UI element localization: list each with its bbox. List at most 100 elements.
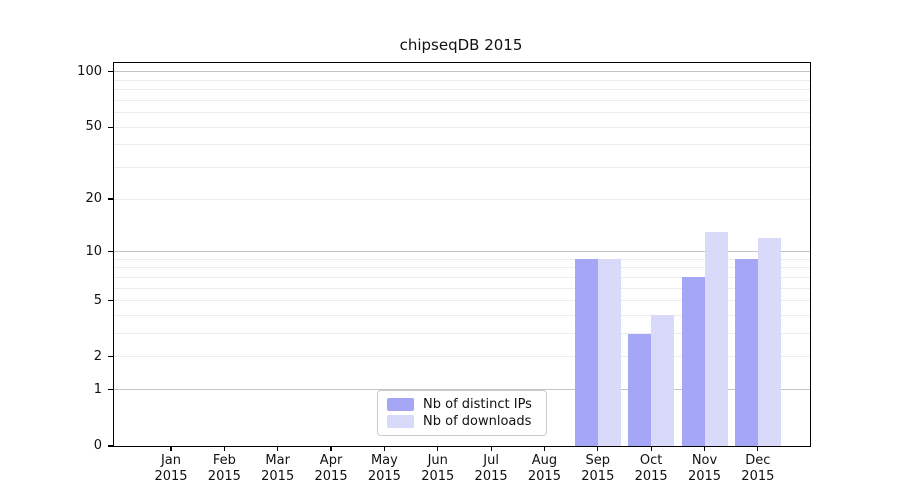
x-label-year: 2015 bbox=[154, 469, 188, 484]
minor-gridline bbox=[114, 126, 810, 128]
x-label-year: 2015 bbox=[314, 469, 348, 484]
x-axis-tick-label: Feb 2015 bbox=[192, 453, 256, 485]
bar-downloads bbox=[651, 315, 675, 446]
x-label-year: 2015 bbox=[527, 469, 561, 484]
legend-entry-distinct-ips: Nb of distinct IPs bbox=[387, 397, 537, 412]
x-label-year: 2015 bbox=[687, 469, 722, 484]
x-axis-tick-label: May 2015 bbox=[352, 453, 416, 485]
x-label-month: Feb bbox=[212, 453, 236, 468]
y-axis-tick bbox=[108, 198, 114, 200]
minor-gridline bbox=[114, 99, 810, 101]
legend-swatch-downloads bbox=[387, 415, 414, 428]
x-label-month: Jan bbox=[160, 453, 182, 468]
y-axis-tick-label: 50 bbox=[85, 119, 102, 135]
y-axis-tick bbox=[108, 389, 114, 391]
x-label-month: Aug bbox=[531, 453, 558, 468]
x-label-year: 2015 bbox=[741, 469, 775, 484]
bar-distinct-ips bbox=[681, 277, 705, 446]
x-axis-tick-label: Jun 2015 bbox=[406, 453, 470, 485]
y-axis-tick-label: 2 bbox=[93, 348, 102, 364]
x-axis-tick-label: Mar 2015 bbox=[246, 453, 310, 485]
legend-label-downloads: Nb of downloads bbox=[423, 414, 532, 429]
x-label-year: 2015 bbox=[261, 469, 295, 484]
x-axis-tick bbox=[330, 446, 332, 451]
x-label-year: 2015 bbox=[367, 469, 401, 484]
plot-area: 0 1 2 5 10 20 50 100 Jan 2015 Feb 2015 Mar 2015 Apr 201… bbox=[77, 62, 811, 484]
minor-gridline bbox=[114, 267, 810, 269]
x-axis-tick bbox=[597, 446, 599, 451]
y-axis-tick-label: 5 bbox=[93, 292, 102, 308]
bar-distinct-ips bbox=[628, 333, 652, 446]
minor-gridline bbox=[114, 300, 810, 302]
minor-gridline bbox=[114, 198, 810, 200]
minor-gridline bbox=[114, 144, 810, 146]
y-axis-tick bbox=[108, 300, 114, 302]
bar-distinct-ips bbox=[574, 259, 598, 446]
y-axis-tick bbox=[108, 71, 114, 73]
x-axis-tick bbox=[757, 446, 759, 451]
x-label-year: 2015 bbox=[474, 469, 508, 484]
minor-gridline bbox=[114, 112, 810, 114]
bar-downloads bbox=[757, 237, 781, 446]
legend-entry-downloads: Nb of downloads bbox=[387, 414, 537, 429]
y-axis-tick-label: 1 bbox=[93, 381, 102, 397]
minor-gridline bbox=[114, 89, 810, 91]
legend-label-distinct-ips: Nb of distinct IPs bbox=[423, 397, 532, 412]
minor-gridline bbox=[114, 356, 810, 358]
x-axis-tick-label: Sep 2015 bbox=[566, 453, 630, 485]
legend-swatch-distinct-ips bbox=[387, 398, 414, 411]
x-axis-tick bbox=[277, 446, 279, 451]
minor-gridline bbox=[114, 333, 810, 335]
y-axis-tick-label: 100 bbox=[77, 63, 102, 79]
x-axis-tick-label: Aug 2015 bbox=[512, 453, 576, 485]
legend: Nb of distinct IPs Nb of downloads bbox=[377, 390, 547, 436]
y-axis-tick bbox=[108, 126, 114, 128]
x-axis-tick bbox=[543, 446, 546, 451]
y-axis-tick-label: 10 bbox=[85, 243, 102, 259]
x-label-year: 2015 bbox=[207, 469, 241, 484]
major-gridline bbox=[114, 389, 810, 391]
x-axis-tick bbox=[650, 446, 652, 451]
bar-downloads bbox=[704, 231, 728, 446]
x-axis-tick-label: Jul 2015 bbox=[459, 453, 523, 485]
chart-title: chipseqDB 2015 bbox=[399, 36, 523, 54]
minor-gridline bbox=[114, 276, 810, 278]
x-label-year: 2015 bbox=[421, 469, 455, 484]
minor-gridline bbox=[114, 166, 810, 168]
x-axis-tick-label: Jan 2015 bbox=[139, 453, 203, 485]
y-axis-tick bbox=[108, 445, 114, 447]
x-axis-tick-label: Apr 2015 bbox=[299, 453, 363, 485]
x-label-month: Nov bbox=[691, 453, 718, 468]
x-axis-tick-label: Dec 2015 bbox=[726, 453, 790, 485]
x-label-month: Mar bbox=[265, 453, 290, 468]
minor-gridline bbox=[114, 314, 810, 316]
y-axis-tick-label: 20 bbox=[85, 191, 102, 207]
x-axis-tick bbox=[490, 446, 492, 451]
x-axis-tick bbox=[437, 446, 439, 451]
x-axis-tick bbox=[170, 446, 172, 451]
y-axis-tick bbox=[108, 250, 114, 253]
x-axis-tick bbox=[383, 446, 385, 451]
x-label-month: Oct bbox=[639, 453, 663, 468]
x-label-month: Dec bbox=[745, 453, 771, 468]
major-gridline bbox=[114, 71, 810, 73]
x-axis-tick bbox=[703, 446, 706, 451]
minor-gridline bbox=[114, 79, 810, 81]
x-label-month: Jun bbox=[427, 453, 448, 468]
x-label-month: May bbox=[370, 453, 398, 468]
x-label-month: Jul bbox=[483, 453, 499, 468]
major-gridline bbox=[114, 251, 810, 253]
y-axis-tick bbox=[108, 356, 114, 358]
x-axis-tick bbox=[223, 446, 225, 451]
x-label-year: 2015 bbox=[581, 469, 615, 484]
x-label-month: Sep bbox=[585, 453, 611, 468]
x-axis-tick-label: Oct 2015 bbox=[619, 453, 683, 485]
minor-gridline bbox=[114, 258, 810, 260]
x-label-month: Apr bbox=[319, 453, 343, 468]
x-label-year: 2015 bbox=[634, 469, 668, 484]
bar-distinct-ips bbox=[734, 259, 758, 446]
x-axis-tick-label: Nov 2015 bbox=[673, 453, 737, 485]
minor-gridline bbox=[114, 287, 810, 289]
y-axis-tick-label: 0 bbox=[93, 438, 102, 453]
